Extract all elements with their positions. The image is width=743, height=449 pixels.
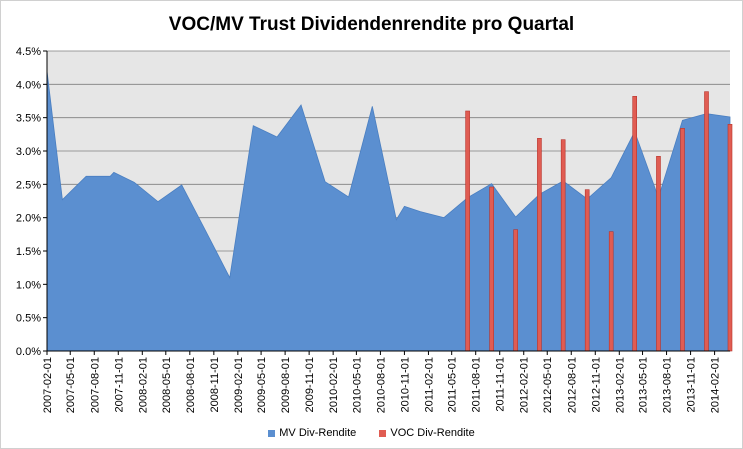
voc-bar [632,96,638,352]
voc-bar [656,156,661,352]
y-tick-label: 0.5% [16,313,41,325]
legend-label-voc: VOC Div-Rendite [390,427,475,439]
voc-bar [584,189,590,352]
y-tick-label: 1.0% [16,279,41,291]
y-tick-label: 4.5% [16,46,41,58]
x-tick-label: 2007-05-01 [65,357,77,413]
x-tick-label: 2010-08-01 [375,357,387,413]
x-tick-label: 2011-05-01 [447,357,459,412]
x-tick-label: 2010-05-01 [351,357,363,413]
y-tick-label: 0.0% [16,346,41,358]
x-tick-label: 2009-05-01 [256,357,268,413]
x-tick-label: 2012-02-01 [519,357,531,413]
y-tick-labels: 0.0% 0.5% 1.0% 1.5% 2.0% 2.5% 3.0% 3.5% 4.0% 4.5% [16,46,41,358]
x-tick-label: 2011-08-01 [471,357,483,412]
x-tick-label: 2011-11-01 [495,357,507,412]
y-tick-label: 2.0% [16,213,41,225]
x-tick-labels: 2007-02-01 2007-05-01 2007-08-01 2007-11-01… [42,351,722,413]
voc-bar [513,229,518,352]
x-tick-label: 2013-11-01 [686,357,698,412]
x-tick-label: 2012-08-01 [566,357,578,413]
x-tick-label: 2013-05-01 [638,357,650,413]
x-tick-label: 2007-02-01 [42,357,54,413]
x-tick-label: 2013-08-01 [662,357,674,413]
mv-area-path [46,70,731,352]
x-tick-label: 2007-08-01 [89,357,101,413]
y-tick-label: 1.5% [16,246,41,258]
voc-bar [704,91,709,352]
x-tick-label: 2014-02-01 [710,357,722,413]
voc-bar [727,124,733,352]
x-tick-label: 2009-11-01 [304,357,316,412]
x-tick-label: 2008-02-01 [137,357,149,413]
x-tick-label: 2007-11-01 [113,357,125,412]
voc-bar [537,138,542,352]
legend-swatch-mv [268,429,276,437]
legend-item-voc: VOC Div-Rendite [379,427,475,439]
voc-bar-series [465,91,733,352]
legend: MV Div-Rendite VOC Div-Rendite [0,427,743,440]
legend-swatch-voc [379,429,387,437]
legend-item-mv: MV Div-Rendite [268,427,356,439]
chart-title: VOC/MV Trust Dividendenrendite pro Quart… [168,14,575,35]
voc-bar [608,231,614,352]
y-tick-label: 3.0% [16,146,41,158]
mv-area-series [46,70,731,352]
x-tick-label: 2010-02-01 [328,357,340,413]
x-tick-label: 2008-05-01 [161,357,173,413]
voc-bar [680,128,685,352]
y-tick-label: 3.5% [16,113,41,125]
x-tick-label: 2009-08-01 [280,357,292,413]
x-tick-label: 2012-05-01 [542,357,554,413]
x-tick-label: 2008-08-01 [185,357,197,413]
x-tick-label: 2012-11-01 [590,357,602,412]
x-tick-label: 2008-11-01 [209,357,221,412]
voc-bar [465,110,470,352]
legend-label-mv: MV Div-Rendite [279,427,357,439]
y-tick-label: 4.0% [16,79,41,91]
x-tick-label: 2013-02-01 [614,357,626,413]
x-tick-label: 2009-02-01 [233,357,245,413]
axes [46,51,730,352]
y-tick-label: 2.5% [16,179,41,191]
x-tick-label: 2011-02-01 [423,357,435,412]
x-tick-label: 2010-11-01 [399,357,411,412]
voc-bar [560,139,566,352]
voc-bar [489,186,494,352]
